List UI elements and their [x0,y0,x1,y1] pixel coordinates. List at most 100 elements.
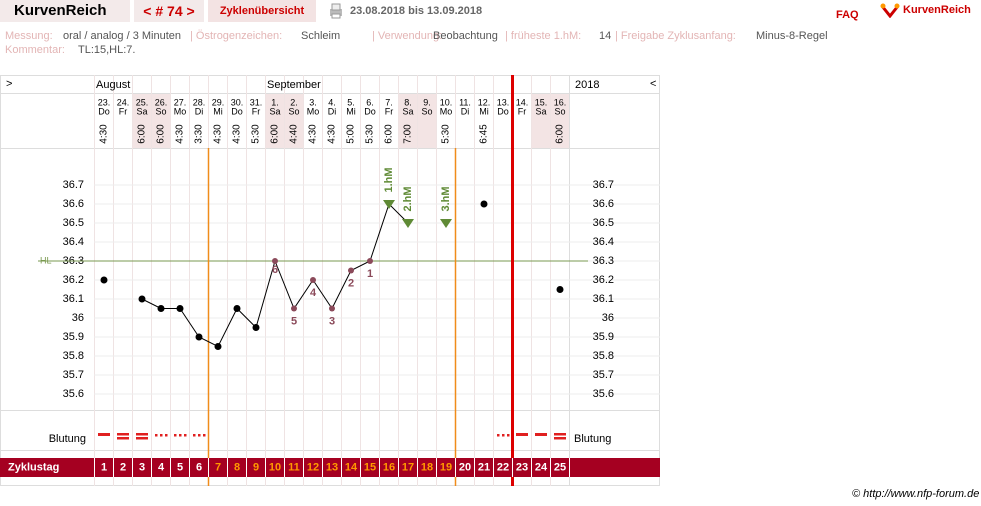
y-tick-label: 35.9 [63,331,84,343]
weekend-shade [151,93,171,148]
y-tick-label: 36.5 [63,217,84,229]
comment-label: Kommentar: [5,44,65,56]
bleeding-marks [98,433,566,440]
day-label: 24. [117,97,130,107]
day-label: 8. [404,97,412,107]
y-tick-label: 36 [72,312,84,324]
time-label: 5:30 [251,124,262,144]
cycle-day: 7 [215,461,221,473]
cycle-day: 3 [139,461,145,473]
hm-marker [402,219,414,228]
cycle-day: 1 [101,461,107,473]
y-tick-label-right: 36.2 [593,274,614,286]
hm-marker [383,200,395,209]
cycle-day: 18 [421,461,433,473]
day-label: 10. [440,97,453,107]
day-label: 6. [366,97,374,107]
time-label: 4:30 [99,124,110,144]
point-label: 4 [310,287,317,299]
temperature-point [138,295,146,303]
cycle-day: 22 [497,461,509,473]
day-label: 27. [174,97,187,107]
temperature-point [291,305,297,312]
hm-marker [440,219,452,228]
weekday-label: Do [231,106,243,116]
cycle-day: 14 [345,461,358,473]
weekday-label: Di [195,106,204,116]
day-label: 7. [385,97,393,107]
weekday-label: Sa [269,106,280,116]
temperature-point [214,343,222,350]
weekday-label: Mi [213,106,223,116]
cycle-day: 16 [383,461,395,473]
hm-label: 3.hM [440,186,452,211]
day-label: 2. [290,97,298,107]
day-label: 16. [554,97,567,107]
time-label: 6:00 [137,124,148,144]
weekday-label: Mo [440,106,453,116]
day-label: 31. [250,97,263,107]
day-label: 11. [459,97,471,107]
weekday-label: Fr [518,106,527,116]
time-label: 6:00 [156,124,167,144]
overview-tab[interactable]: Zyklenübersicht [208,0,316,22]
time-label: 6:00 [555,124,566,144]
weekday-label: Di [328,106,337,116]
cycle-day: 21 [478,461,490,473]
y-tick-label-right: 36.6 [593,198,614,210]
logo-text[interactable]: KurvenReich [903,4,971,16]
time-label: 4:40 [289,124,300,144]
y-tick-label-right: 36.7 [593,179,614,191]
day-label: 13. [497,97,510,107]
brand-tab[interactable]: KurvenReich [0,0,130,22]
print-icon[interactable] [328,3,344,19]
time-label: 4:30 [175,124,186,144]
y-tick-label: 35.6 [63,388,84,400]
day-label: 9. [423,97,431,107]
weekday-label: Fr [119,106,128,116]
day-label: 15. [535,97,548,107]
cycle-day: 12 [307,461,319,473]
weekday-label: Do [98,106,110,116]
y-tick-label: 36.1 [63,293,84,305]
weekday-label: Sa [402,106,413,116]
cover-line-label: HL [40,255,52,265]
y-tick-label: 35.7 [63,369,84,381]
logo-icon [880,3,900,18]
cycle-day: 13 [326,461,338,473]
weekend-shade [265,93,285,148]
bleeding-label: Blutung [49,433,86,445]
temperature-point [272,258,278,264]
time-label: 4:30 [308,124,319,144]
temperature-point [195,333,203,341]
y-tick-label: 36.4 [63,236,84,248]
nav-right: < [650,78,656,90]
day-label: 14. [516,97,529,107]
info-value: 14 [599,30,612,42]
comment: TL:15,HL:7. [78,44,136,56]
faq-link[interactable]: FAQ [836,9,859,21]
weekday-label: Mi [479,106,489,116]
y-tick-label: 36.6 [63,198,84,210]
time-label: 5:30 [365,124,376,144]
cycle-day: 5 [177,461,183,473]
time-label: 5:00 [346,124,357,144]
day-label: 25. [136,97,149,107]
y-tick-label-right: 36.4 [593,236,614,248]
temperature-point [480,200,488,208]
cycle-day: 2 [120,461,126,473]
nav-left: > [6,78,12,90]
info-value: Minus-8-Regel [756,30,828,42]
weekend-shade [284,93,304,148]
cycle-day: 4 [158,461,165,473]
time-label: 4:30 [213,124,224,144]
cycle-nav[interactable]: < # 74 > [134,0,204,22]
weekday-label: Di [461,106,470,116]
cycle-day: 9 [253,461,259,473]
point-label: 2 [348,277,354,289]
cycle-day: 6 [196,461,202,473]
day-label: 30. [231,97,244,107]
y-tick-label-right: 36 [602,312,614,324]
day-label: 4. [328,97,336,107]
